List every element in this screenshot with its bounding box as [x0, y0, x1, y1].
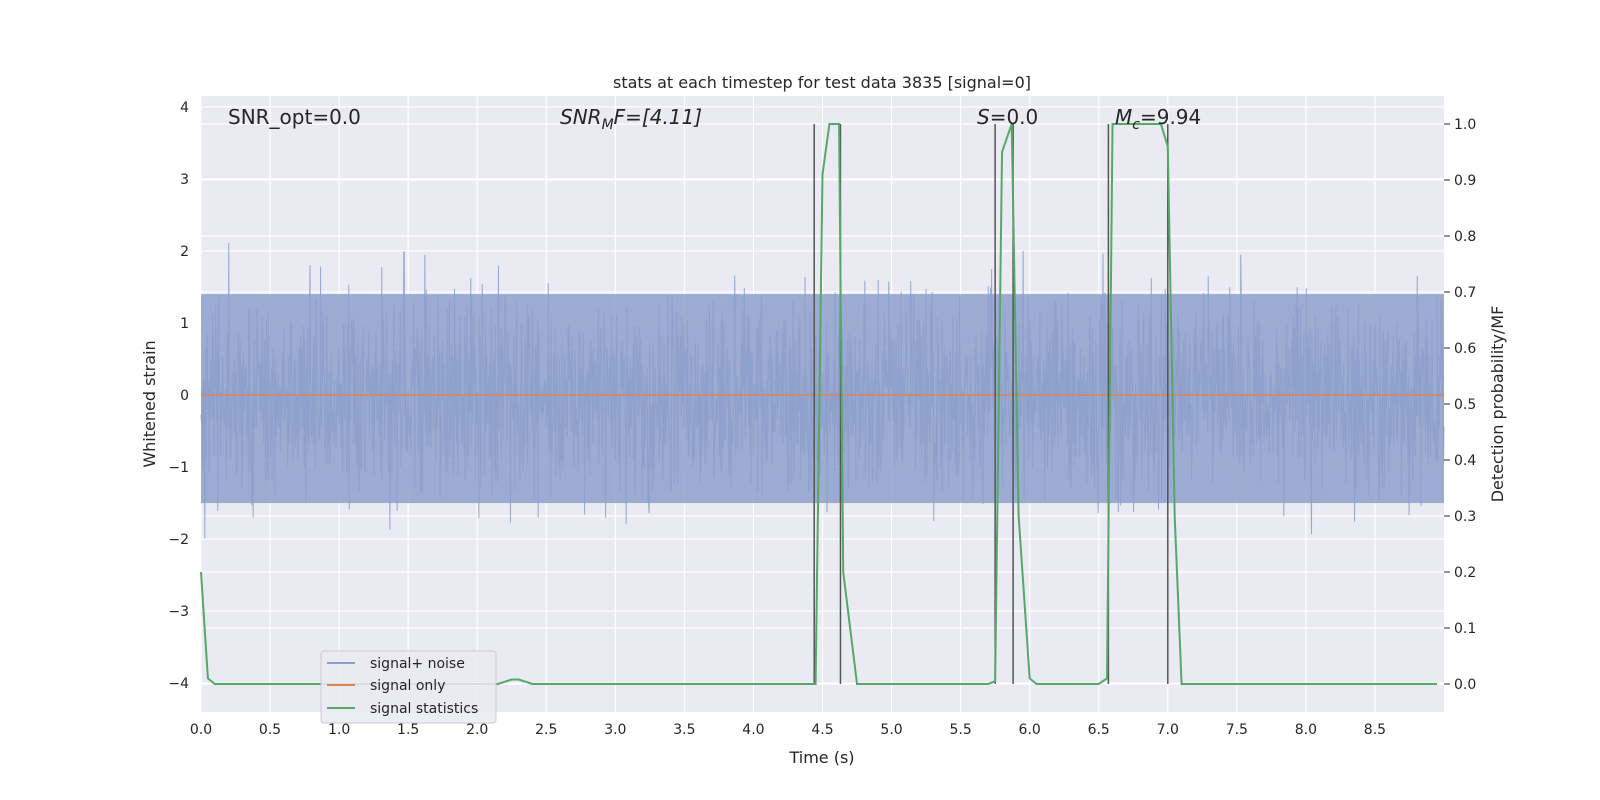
legend-label-signal-only: signal only — [370, 678, 445, 694]
legend: signal+ noise signal only signal statist… — [320, 650, 497, 724]
x-tick-label-12: 6.0 — [1019, 722, 1041, 738]
chart-title: stats at each timestep for test data 383… — [613, 73, 1031, 92]
noise-trace — [200, 242, 1445, 539]
y-right-tick-label-9: 0.1 — [1454, 621, 1476, 637]
y-right-tick-label-4: 0.6 — [1454, 341, 1476, 357]
legend-label-signal-noise: signal+ noise — [370, 656, 465, 672]
x-tick-label-10: 5.0 — [880, 722, 902, 738]
y-right-tick-label-3: 0.7 — [1454, 285, 1476, 301]
y-left-tick-label-5: −1 — [168, 460, 189, 476]
y-right-tick-label-8: 0.2 — [1454, 565, 1476, 581]
x-tick-label-6: 3.0 — [604, 722, 626, 738]
y-right-tick-label-7: 0.3 — [1454, 509, 1476, 525]
annotation-mc-rest: =9.94 — [1140, 105, 1201, 129]
series-signal-statistics — [200, 123, 1438, 685]
y-left-tick-label-1: 3 — [180, 172, 189, 188]
x-tick-label-0: 0.0 — [190, 722, 212, 738]
x-tick-label-13: 6.5 — [1088, 722, 1110, 738]
x-tick-label-4: 2.0 — [466, 722, 488, 738]
y-left-tick-label-7: −3 — [168, 604, 189, 620]
y-right-tick-label-5: 0.5 — [1454, 397, 1476, 413]
x-tick-label-17: 8.5 — [1364, 722, 1386, 738]
legend-label-signal-statistics: signal statistics — [370, 701, 478, 717]
x-tick-label-14: 7.0 — [1157, 722, 1179, 738]
y-left-tick-label-0: 4 — [180, 100, 189, 116]
annotation-s-main: S — [977, 105, 990, 129]
y-left-tick-label-2: 2 — [180, 244, 189, 260]
x-tick-label-16: 8.0 — [1295, 722, 1317, 738]
x-axis-label: Time (s) — [788, 748, 854, 767]
annotation-mc-main: M — [1115, 105, 1132, 129]
signal-statistics-line — [200, 123, 1438, 685]
y-left-tick-label-4: 0 — [180, 388, 189, 404]
annotation-snr-mf-rest: F=[4.11] — [614, 105, 702, 129]
x-tick-label-9: 4.5 — [811, 722, 833, 738]
annotation-s-rest: =0.0 — [990, 105, 1039, 129]
annotation-snr-mf: SNRMF=[4.11] — [560, 105, 702, 133]
y-axis-label-right: Detection probability/MF — [1488, 306, 1507, 503]
x-tick-label-2: 1.0 — [328, 722, 350, 738]
series-signal-noise — [200, 242, 1445, 539]
annotation-mc: Mc=9.94 — [1115, 105, 1201, 133]
y-left-tick-label-3: 1 — [180, 316, 189, 332]
annotation-snr-mf-main: SNR — [560, 105, 602, 129]
legend-box — [320, 650, 497, 724]
y-ticks-left: 4 3 2 1 0 −1 −2 −3 −4 — [168, 100, 189, 692]
x-tick-label-11: 5.5 — [949, 722, 971, 738]
y-axis-label-left: Whitened strain — [140, 340, 159, 467]
x-tick-label-5: 2.5 — [535, 722, 557, 738]
y-right-tick-label-0: 1.0 — [1454, 117, 1476, 133]
y-right-tick-label-10: 0.0 — [1454, 677, 1476, 693]
y-left-tick-label-8: −4 — [168, 676, 189, 692]
y-left-tick-label-6: −2 — [168, 532, 189, 548]
annotation-snr-opt: SNR_opt=0.0 — [228, 105, 361, 129]
y-ticks-right: 1.0 0.9 0.8 0.7 0.6 0.5 0.4 0.3 0.2 0.1 0.0 — [1444, 117, 1476, 693]
x-tick-label-8: 4.0 — [742, 722, 764, 738]
x-ticks: 0.0 0.5 1.0 1.5 2.0 2.5 3.0 3.5 4.0 4.5 5.0 5.5 6.0 6… — [190, 722, 1386, 738]
x-tick-label-3: 1.5 — [397, 722, 419, 738]
y-right-tick-label-1: 0.9 — [1454, 173, 1476, 189]
x-tick-label-7: 3.5 — [673, 722, 695, 738]
x-tick-label-15: 7.5 — [1226, 722, 1248, 738]
annotation-s: S=0.0 — [977, 105, 1038, 129]
x-tick-label-1: 0.5 — [259, 722, 281, 738]
annotation-mc-sub: c — [1132, 117, 1140, 133]
annotation-snr-mf-sub: M — [602, 117, 614, 133]
y-right-tick-label-6: 0.4 — [1454, 453, 1476, 469]
y-right-tick-label-2: 0.8 — [1454, 229, 1476, 245]
